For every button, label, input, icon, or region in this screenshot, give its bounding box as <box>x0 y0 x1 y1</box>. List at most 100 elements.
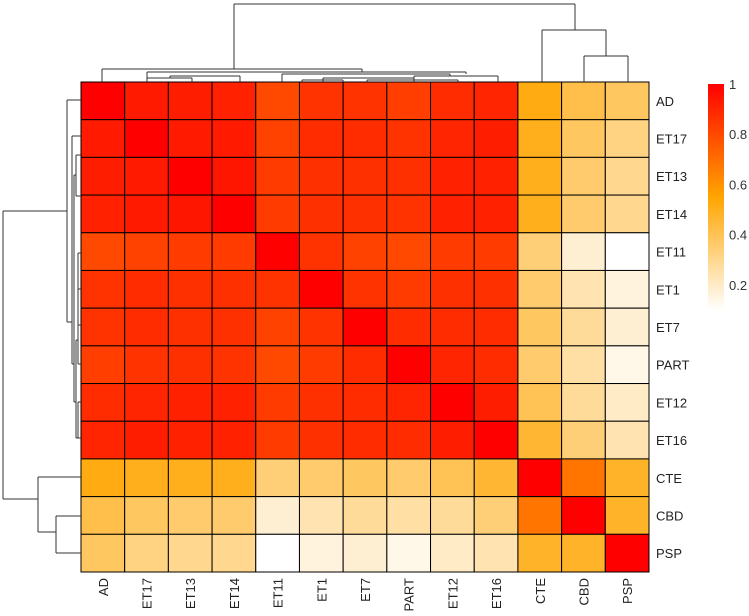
row-label-et1: ET1 <box>656 282 680 297</box>
heatmap-cell-psp-et14 <box>211 533 257 573</box>
heatmap-cell-et12-et12 <box>430 383 475 422</box>
heatmap-cell-et7-et17 <box>124 307 169 347</box>
heatmap-cell-et13-et7 <box>342 156 388 196</box>
heatmap-cell-et7-cte <box>517 307 563 347</box>
heatmap-cell-et11-et7 <box>342 232 388 271</box>
column-label-et13: ET13 <box>183 578 198 609</box>
heatmap-cell-ad-et16 <box>473 81 519 121</box>
heatmap-cell-et17-et11 <box>255 119 300 158</box>
heatmap-cell-cbd-ad <box>80 496 126 535</box>
heatmap-cell-et14-cbd <box>561 194 606 234</box>
heatmap-cell-part-et13 <box>167 345 213 385</box>
legend-tick-label: 0.4 <box>729 228 747 243</box>
row-label-et11: ET11 <box>656 245 686 260</box>
heatmap-cell-et14-et12 <box>430 194 475 234</box>
row-label-part: PART <box>656 358 690 373</box>
column-label-et17: ET17 <box>140 578 155 609</box>
heatmap-cell-cte-et16 <box>473 458 519 498</box>
heatmap-cell-et12-et11 <box>255 383 300 422</box>
column-label-et1: ET1 <box>314 578 329 602</box>
heatmap-cell-et7-et13 <box>167 307 213 347</box>
column-label-et11: ET11 <box>271 578 286 608</box>
heatmap-cell-et12-cte <box>517 383 563 422</box>
heatmap-cell-et1-et12 <box>430 269 475 309</box>
legend-color-bar <box>708 84 724 310</box>
heatmap-cell-cbd-et17 <box>124 496 169 535</box>
legend-tick-label: 0.6 <box>729 177 747 192</box>
heatmap-cell-et17-part <box>386 119 432 158</box>
row-label-et17: ET17 <box>656 132 687 147</box>
heatmap-cell-cte-et13 <box>167 458 213 498</box>
row-dendrogram <box>2 99 81 554</box>
heatmap-cell-cbd-et16 <box>473 496 519 535</box>
heatmap-cell-et11-cbd <box>561 232 606 271</box>
heatmap-cell-part-cbd <box>561 345 606 385</box>
heatmap-cell-et14-et16 <box>473 194 519 234</box>
heatmap-cell-et14-psp <box>604 194 650 234</box>
heatmap-cell-et7-et16 <box>473 307 519 347</box>
heatmap-cell-psp-part <box>386 533 432 573</box>
heatmap-cell-et13-part <box>386 156 432 196</box>
heatmap-cell-psp-et7 <box>342 533 388 573</box>
heatmap-cell-et13-et17 <box>124 156 169 196</box>
heatmap-cell-et11-psp <box>604 232 650 271</box>
heatmap-cell-et7-et11 <box>255 307 300 347</box>
legend-tick-label: 0.2 <box>729 278 747 293</box>
heatmap-cell-et14-et13 <box>167 194 213 234</box>
heatmap-cell-ad-ad <box>80 81 126 121</box>
heatmap-cell-et12-et17 <box>124 383 169 422</box>
heatmap-cell-cbd-et14 <box>211 496 257 535</box>
heatmap-cell-part-ad <box>80 345 126 385</box>
heatmap-cell-et16-psp <box>604 420 650 460</box>
heatmap-cell-et17-et12 <box>430 119 475 158</box>
heatmap-cell-et1-psp <box>604 269 650 309</box>
row-label-et12: ET12 <box>656 395 687 410</box>
heatmap-cell-et12-cbd <box>561 383 606 422</box>
heatmap-cell-et17-et16 <box>473 119 519 158</box>
heatmap-cell-et17-et1 <box>298 119 344 158</box>
heatmap-cell-et1-et7 <box>342 269 388 309</box>
heatmap-cell-part-et1 <box>298 345 344 385</box>
heatmap-cell-part-cte <box>517 345 563 385</box>
heatmap-cell-et11-part <box>386 232 432 271</box>
heatmap-cell-ad-psp <box>604 81 650 121</box>
heatmap-cell-et17-cbd <box>561 119 606 158</box>
legend-ticks: 1 0.8 0.6 0.4 0.2 <box>729 77 747 293</box>
heatmap-cell-et1-cte <box>517 269 563 309</box>
heatmap-cell-psp-et17 <box>124 533 169 573</box>
heatmap-cell-et17-psp <box>604 119 650 158</box>
row-label-cte: CTE <box>656 471 682 486</box>
heatmap-cell-et1-et16 <box>473 269 519 309</box>
heatmap-cell-cbd-cbd <box>561 496 606 535</box>
heatmap-cell-psp-et16 <box>473 533 519 573</box>
heatmap-cell-et14-et17 <box>124 194 169 234</box>
heatmap-cell-et13-et11 <box>255 156 300 196</box>
row-label-ad: AD <box>656 94 674 109</box>
heatmap-cell-part-et12 <box>430 345 475 385</box>
column-label-et16: ET16 <box>489 578 504 609</box>
heatmap-cell-et11-et1 <box>298 232 344 271</box>
heatmap-cell-psp-cte <box>517 533 563 573</box>
column-dendrogram-branches <box>101 3 629 82</box>
heatmap-cell-et14-cte <box>517 194 563 234</box>
heatmap-cell-ad-et1 <box>298 81 344 121</box>
heatmap-cell-et13-et12 <box>430 156 475 196</box>
heatmap-cell-cbd-et11 <box>255 496 300 535</box>
heatmap-cell-et12-et16 <box>473 383 519 422</box>
heatmap-cell-et12-psp <box>604 383 650 422</box>
heatmap-cell-et13-cbd <box>561 156 606 196</box>
heatmap-cell-et17-et14 <box>211 119 257 158</box>
heatmap-cell-et12-ad <box>80 383 126 422</box>
heatmap-cell-et1-et14 <box>211 269 257 309</box>
heatmap-cell-et13-ad <box>80 156 126 196</box>
heatmap-cell-et7-et1 <box>298 307 344 347</box>
heatmap-cell-et16-et11 <box>255 420 300 460</box>
heatmap-cell-cbd-et12 <box>430 496 475 535</box>
heatmap-cell-et14-et11 <box>255 194 300 234</box>
legend-tick-label: 1 <box>729 77 736 92</box>
heatmap-cell-et16-et7 <box>342 420 388 460</box>
heatmap-cell-part-et11 <box>255 345 300 385</box>
heatmap-cell-et16-cbd <box>561 420 606 460</box>
